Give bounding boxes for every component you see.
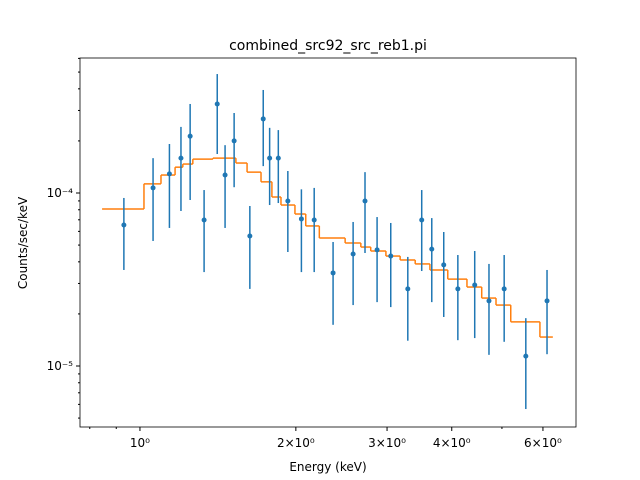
data-point (472, 282, 478, 288)
data-point (455, 286, 461, 292)
data-point (166, 171, 172, 177)
data-point (267, 155, 273, 161)
x-tick-label: 4×10⁰ (433, 436, 471, 450)
data-point (486, 298, 492, 304)
data-point (178, 155, 184, 161)
data-point (311, 217, 317, 223)
data-point (222, 172, 228, 178)
y-tick-label: 10⁻⁴ (47, 186, 74, 200)
data-point (275, 155, 281, 161)
y-tick-label: 10⁻⁵ (47, 359, 74, 373)
data-point (501, 286, 507, 292)
data-point (298, 216, 304, 222)
data-point (187, 133, 193, 139)
data-point (374, 247, 380, 253)
data-point (429, 246, 435, 252)
data-point (362, 198, 368, 204)
data-point (419, 217, 425, 223)
data-point (201, 217, 207, 223)
data-point (405, 286, 411, 292)
chart-title: combined_src92_src_reb1.pi (229, 38, 427, 54)
data-point (214, 101, 220, 107)
x-tick-label: 2×10⁰ (277, 436, 315, 450)
x-tick-label: 3×10⁰ (368, 436, 406, 450)
data-point (388, 253, 394, 259)
x-tick-label: 6×10⁰ (524, 436, 562, 450)
data-point (260, 116, 266, 122)
data-point (350, 251, 356, 257)
data-point (441, 262, 447, 268)
data-point (150, 185, 156, 191)
x-tick-label: 10⁰ (130, 436, 150, 450)
data-point (285, 198, 291, 204)
data-point (121, 222, 127, 228)
data-point (523, 353, 529, 359)
plot-frame (79, 57, 577, 428)
data-point (231, 138, 237, 144)
y-axis-label: Counts/sec/keV (16, 196, 30, 289)
data-point (247, 233, 253, 239)
data-point (330, 270, 336, 276)
data-point (544, 298, 550, 304)
x-axis-label: Energy (keV) (289, 460, 366, 474)
